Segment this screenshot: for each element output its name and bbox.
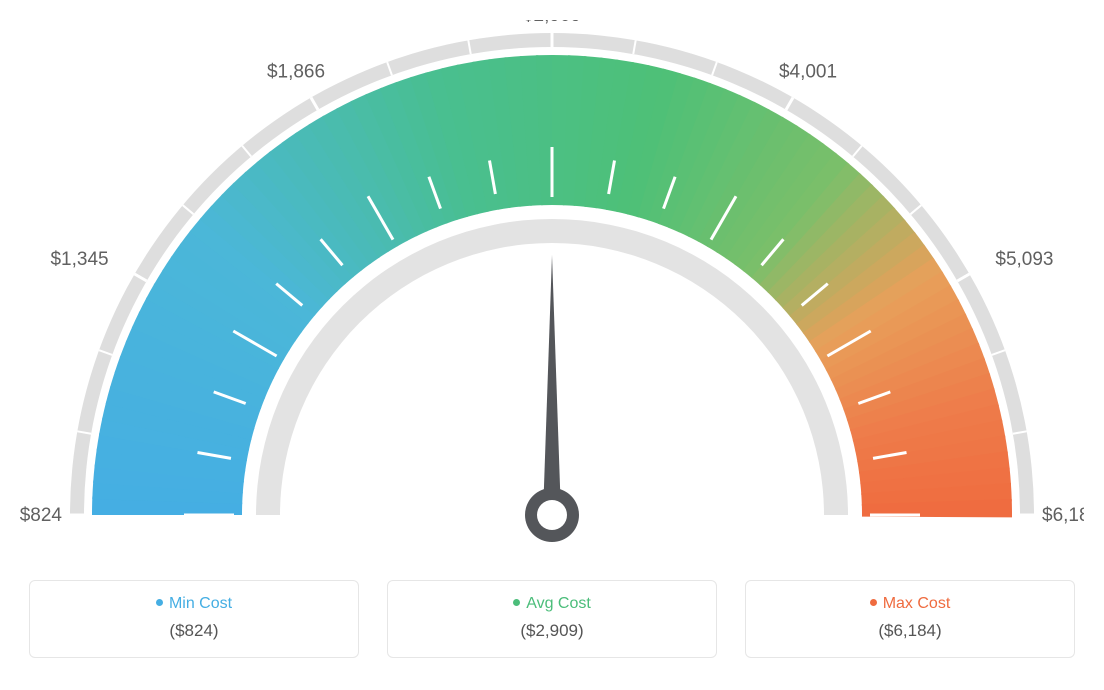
gauge-tick-label: $5,093 [995, 249, 1053, 270]
legend-avg-value: ($2,909) [388, 621, 716, 641]
legend-avg-title: Avg Cost [388, 595, 716, 613]
gauge-needle [543, 255, 561, 515]
legend-min-value: ($824) [30, 621, 358, 641]
gauge-needle-hub-hole [537, 500, 567, 530]
legend-card-max: Max Cost ($6,184) [745, 580, 1075, 658]
legend-card-min: Min Cost ($824) [29, 580, 359, 658]
legend-avg-dot [513, 599, 520, 606]
gauge-svg: $824 $1,345 $1,866 $2,909 $4,001 $5,093 $6,184 [20, 20, 1084, 560]
legend-max-label: Max Cost [883, 595, 951, 612]
gauge-tick-label: $2,909 [523, 20, 581, 26]
legend-row: Min Cost ($824) Avg Cost ($2,909) Max Co… [20, 580, 1084, 658]
cost-gauge-chart: $824 $1,345 $1,866 $2,909 $4,001 $5,093 $6,184 [20, 20, 1084, 560]
legend-min-title: Min Cost [30, 595, 358, 613]
gauge-tick-label: $6,184 [1042, 505, 1084, 526]
gauge-tick-label: $824 [20, 505, 62, 526]
legend-min-dot [156, 599, 163, 606]
gauge-tick-label: $4,001 [779, 62, 837, 83]
legend-max-title: Max Cost [746, 595, 1074, 613]
legend-card-avg: Avg Cost ($2,909) [387, 580, 717, 658]
gauge-tick-label: $1,866 [267, 62, 325, 83]
gauge-tick-label: $1,345 [50, 249, 108, 270]
legend-max-dot [870, 599, 877, 606]
legend-min-label: Min Cost [169, 595, 232, 612]
legend-avg-label: Avg Cost [526, 595, 591, 612]
legend-max-value: ($6,184) [746, 621, 1074, 641]
